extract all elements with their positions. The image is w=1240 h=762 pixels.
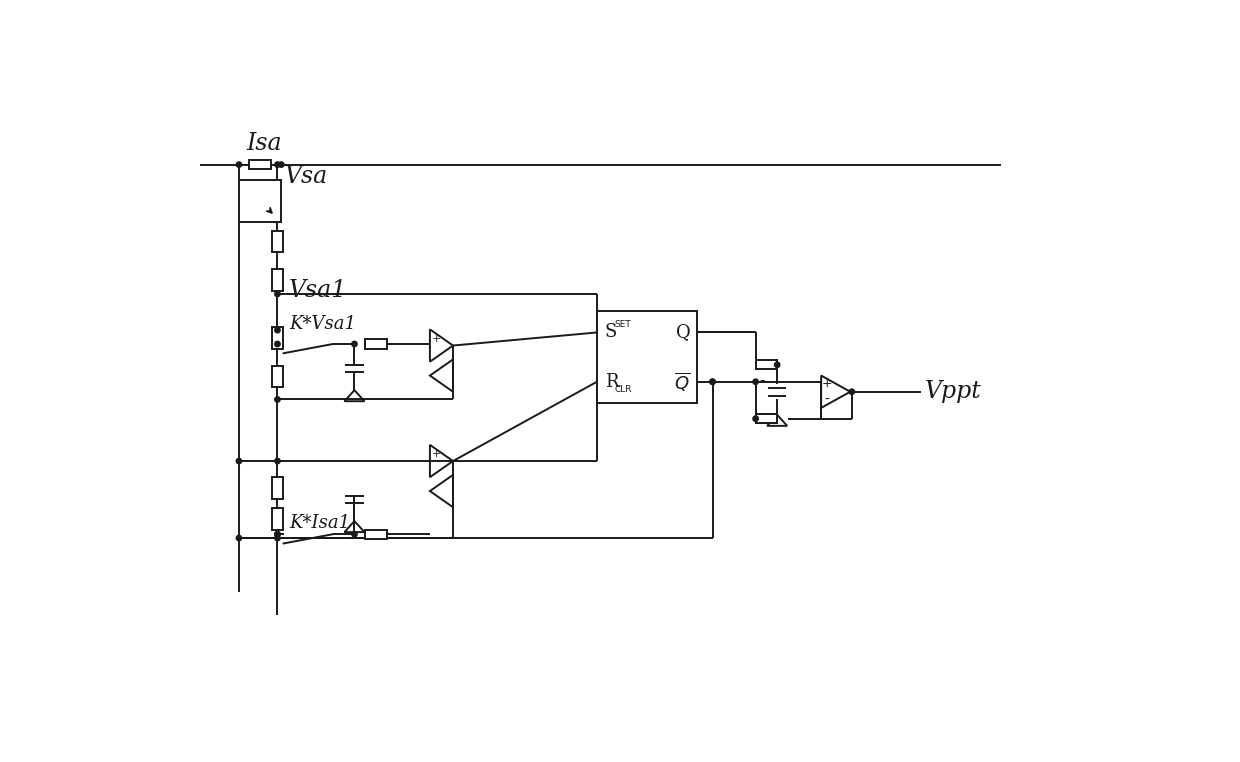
Circle shape <box>753 379 759 384</box>
Circle shape <box>275 291 280 296</box>
Text: SET: SET <box>615 320 631 329</box>
Text: Vppt: Vppt <box>925 380 982 403</box>
Circle shape <box>275 532 280 537</box>
Text: K*Vsa1: K*Vsa1 <box>289 315 356 333</box>
Bar <box>239 180 281 223</box>
Text: R: R <box>605 373 619 391</box>
Circle shape <box>275 459 280 464</box>
Text: K*Isa1: K*Isa1 <box>289 514 350 532</box>
Circle shape <box>237 459 242 464</box>
Circle shape <box>237 162 242 168</box>
Bar <box>366 530 387 539</box>
Bar <box>272 366 283 387</box>
Bar <box>596 311 697 403</box>
Text: CLR: CLR <box>615 385 632 394</box>
Circle shape <box>275 536 280 541</box>
Text: -: - <box>825 393 830 407</box>
Bar <box>272 477 283 499</box>
Bar <box>249 160 270 169</box>
Circle shape <box>775 362 780 367</box>
Text: -: - <box>759 373 765 388</box>
Circle shape <box>275 341 280 347</box>
Circle shape <box>849 389 854 395</box>
Bar <box>755 360 777 370</box>
Circle shape <box>275 397 280 402</box>
Text: Vsa: Vsa <box>285 165 329 187</box>
Bar <box>272 327 283 349</box>
Circle shape <box>352 341 357 347</box>
Bar <box>366 339 387 349</box>
Circle shape <box>275 328 280 333</box>
Circle shape <box>753 416 759 421</box>
Text: $\overline{Q}$: $\overline{Q}$ <box>675 370 691 393</box>
Bar <box>272 508 283 530</box>
Text: Q: Q <box>676 323 691 341</box>
Text: +: + <box>821 376 832 390</box>
Circle shape <box>275 532 280 537</box>
Text: Vsa1: Vsa1 <box>289 279 347 302</box>
Circle shape <box>275 162 280 168</box>
Circle shape <box>709 379 715 384</box>
Circle shape <box>237 536 242 541</box>
Text: +: + <box>432 334 440 344</box>
Bar <box>755 414 777 424</box>
Bar <box>755 414 777 424</box>
Bar <box>272 231 283 252</box>
Circle shape <box>279 162 284 168</box>
Circle shape <box>352 532 357 537</box>
Text: Isa: Isa <box>247 133 283 155</box>
Text: S: S <box>605 323 618 341</box>
Bar <box>272 269 283 291</box>
Circle shape <box>709 379 715 384</box>
Text: +: + <box>432 449 440 459</box>
